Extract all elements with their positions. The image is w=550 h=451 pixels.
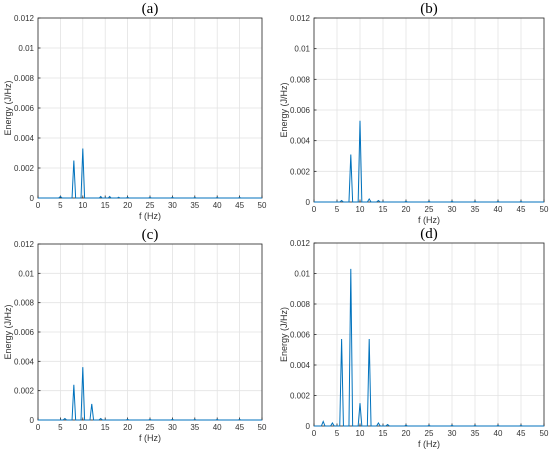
x-tick-label: 0 (36, 423, 41, 432)
y-axis-label: Energy (J/Hz) (3, 80, 13, 135)
x-tick-label: 45 (235, 201, 244, 210)
x-tick-label: 45 (517, 205, 526, 214)
x-axis-label: f (Hz) (418, 439, 440, 449)
y-tick-label: 0.006 (290, 106, 311, 115)
x-tick-label: 50 (540, 205, 549, 214)
energy-spectrum-line (314, 120, 544, 203)
x-tick-label: 15 (101, 201, 110, 210)
chart-panel-c: 0 5 10 15 20 25 30 35 40 45 50 0 0.002 0.004 0.006 0.00… (3, 227, 267, 443)
x-tick-label: 25 (146, 423, 155, 432)
x-tick-label: 40 (494, 429, 503, 438)
x-tick-label: 5 (58, 201, 63, 210)
y-tick-label: 0 (30, 416, 35, 425)
x-tick-label: 45 (235, 423, 244, 432)
x-tick-label: 50 (258, 201, 267, 210)
x-tick-label: 20 (402, 429, 411, 438)
x-tick-label: 10 (78, 201, 87, 210)
x-tick-label: 35 (471, 205, 480, 214)
y-tick-label: 0.008 (290, 75, 311, 84)
y-tick-label: 0.008 (14, 74, 35, 83)
x-tick-label: 30 (168, 423, 177, 432)
chart-title: (a) (142, 1, 159, 17)
y-tick-label: 0.01 (18, 44, 34, 53)
y-axis-label: Energy (J/Hz) (279, 307, 289, 362)
y-tick-label: 0.006 (14, 328, 35, 337)
y-tick-label: 0.008 (290, 300, 311, 309)
y-tick-label: 0.006 (290, 331, 311, 340)
chart-panel-a: 0 5 10 15 20 25 30 35 40 45 50 0 0.002 0.004 0.006 0.00… (3, 1, 267, 221)
y-tick-label: 0.002 (14, 387, 35, 396)
x-tick-label: 40 (213, 201, 222, 210)
y-tick-label: 0.006 (14, 104, 35, 113)
chart-title: (c) (142, 227, 159, 243)
x-tick-label: 10 (356, 205, 365, 214)
y-tick-label: 0.012 (290, 14, 311, 23)
x-tick-label: 15 (379, 205, 388, 214)
x-axis-label: f (Hz) (139, 211, 161, 221)
chart-panel-b: 0 5 10 15 20 25 30 35 40 45 50 0 0.002 0.004 0.006 0.00… (279, 1, 549, 225)
y-tick-label: 0.002 (290, 167, 311, 176)
x-tick-label: 30 (448, 429, 457, 438)
chart-title: (b) (420, 1, 438, 17)
x-tick-label: 35 (190, 423, 199, 432)
y-tick-label: 0.002 (290, 392, 311, 401)
x-tick-label: 50 (540, 429, 549, 438)
x-tick-label: 0 (312, 205, 317, 214)
x-tick-label: 20 (123, 201, 132, 210)
x-tick-label: 0 (36, 201, 41, 210)
y-axis-label: Energy (J/Hz) (279, 82, 289, 137)
x-tick-label: 5 (335, 205, 340, 214)
x-tick-label: 40 (213, 423, 222, 432)
x-tick-label: 35 (190, 201, 199, 210)
x-tick-label: 0 (312, 429, 317, 438)
y-tick-label: 0.004 (14, 357, 35, 366)
y-tick-label: 0.004 (290, 361, 311, 370)
y-tick-label: 0.008 (14, 299, 35, 308)
energy-spectrum-line (314, 268, 544, 427)
y-tick-label: 0.004 (290, 137, 311, 146)
x-tick-label: 25 (425, 205, 434, 214)
x-tick-label: 45 (517, 429, 526, 438)
y-tick-label: 0 (306, 198, 311, 207)
y-tick-label: 0.012 (14, 240, 35, 249)
x-tick-label: 30 (168, 201, 177, 210)
y-tick-label: 0.004 (14, 134, 35, 143)
x-tick-label: 15 (101, 423, 110, 432)
x-tick-label: 10 (78, 423, 87, 432)
chart-title: (d) (420, 226, 438, 242)
energy-spectrum-line (38, 148, 262, 199)
y-tick-label: 0 (306, 422, 311, 431)
x-tick-label: 5 (58, 423, 63, 432)
x-tick-label: 40 (494, 205, 503, 214)
y-tick-label: 0 (30, 194, 35, 203)
x-tick-label: 20 (123, 423, 132, 432)
y-tick-label: 0.01 (294, 45, 310, 54)
x-tick-label: 20 (402, 205, 411, 214)
y-axis-label: Energy (J/Hz) (3, 304, 13, 359)
energy-spectrum-line (38, 367, 262, 421)
y-tick-label: 0.01 (294, 270, 310, 279)
x-tick-label: 30 (448, 205, 457, 214)
x-tick-label: 10 (356, 429, 365, 438)
y-tick-label: 0.01 (18, 269, 34, 278)
x-tick-label: 15 (379, 429, 388, 438)
x-tick-label: 25 (146, 201, 155, 210)
y-tick-label: 0.012 (14, 14, 35, 23)
x-tick-label: 35 (471, 429, 480, 438)
x-tick-label: 25 (425, 429, 434, 438)
y-tick-label: 0.002 (14, 164, 35, 173)
x-axis-label: f (Hz) (418, 215, 440, 225)
y-tick-label: 0.012 (290, 239, 311, 248)
x-tick-label: 50 (258, 423, 267, 432)
x-axis-label: f (Hz) (139, 433, 161, 443)
chart-panel-d: 0 5 10 15 20 25 30 35 40 45 50 0 0.002 0.004 0.006 0.00… (279, 226, 549, 449)
x-tick-label: 5 (335, 429, 340, 438)
